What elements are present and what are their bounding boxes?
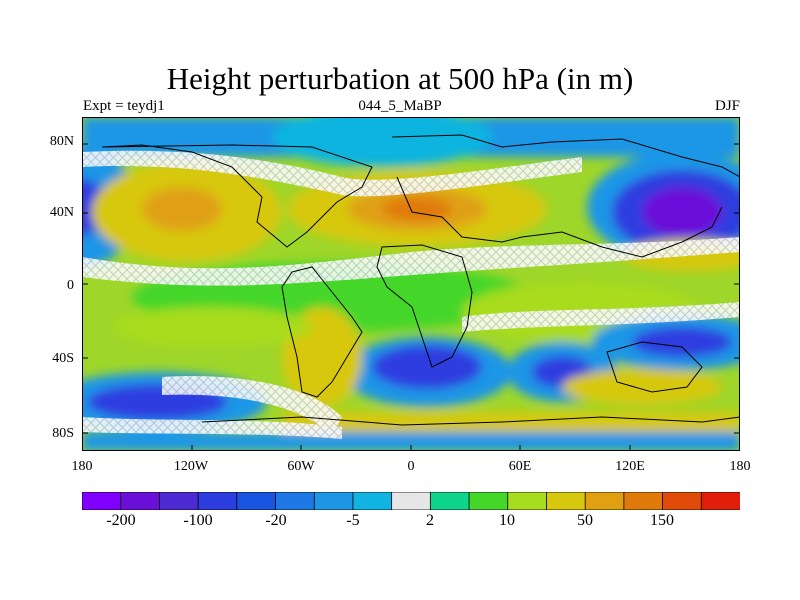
experiment-label: Expt = teydj1 bbox=[83, 98, 165, 114]
y-tick-label: 0 bbox=[67, 278, 74, 293]
x-tick-label: 60E bbox=[508, 459, 532, 474]
x-tick-label: 60W bbox=[287, 459, 315, 474]
near-zero-hatching bbox=[82, 150, 740, 439]
colorbar bbox=[82, 492, 740, 510]
x-tick-label: 0 bbox=[407, 459, 415, 474]
colorbar-swatch bbox=[352, 492, 393, 510]
colorbar-label: -5 bbox=[346, 512, 360, 529]
colorbar-swatch bbox=[120, 492, 161, 510]
field-fill bbox=[82, 117, 740, 451]
colorbar-swatch bbox=[275, 492, 316, 510]
x-tick-label: 180 bbox=[71, 459, 93, 474]
colorbar-swatch bbox=[82, 492, 122, 510]
colorbar-swatch bbox=[507, 492, 548, 510]
season-label: DJF bbox=[714, 98, 740, 114]
colorbar-label: -100 bbox=[183, 512, 213, 529]
colorbar-swatch bbox=[546, 492, 587, 510]
colorbar-label: 50 bbox=[577, 512, 593, 529]
y-ticks bbox=[82, 143, 740, 451]
colorbar-swatch bbox=[662, 492, 703, 510]
colorbar-label: 150 bbox=[650, 512, 674, 529]
colorbar-swatch bbox=[700, 492, 740, 510]
coastlines bbox=[101, 134, 740, 426]
colorbar-label: 10 bbox=[499, 512, 515, 529]
colorbar-swatch bbox=[236, 492, 277, 510]
x-tick-label: 180 bbox=[729, 459, 751, 474]
y-tick-label: 40S bbox=[52, 351, 74, 366]
colorbar-swatch bbox=[197, 492, 238, 510]
colorbar-swatch bbox=[468, 492, 509, 510]
colorbar-label: -20 bbox=[265, 512, 287, 529]
colorbar-swatches bbox=[82, 492, 740, 510]
colorbar-swatch bbox=[313, 492, 354, 510]
x-tick-label: 120W bbox=[173, 459, 209, 474]
y-tick-label: 80N bbox=[49, 134, 74, 149]
colorbar-swatch bbox=[429, 492, 470, 510]
period-label: 044_5_MaBP bbox=[358, 98, 442, 114]
plot-title: Height perturbation at 500 hPa (in m) bbox=[166, 61, 634, 96]
map-panel bbox=[82, 117, 740, 451]
colorbar-label: 2 bbox=[426, 512, 434, 529]
colorbar-swatch bbox=[623, 492, 664, 510]
colorbar-swatch bbox=[584, 492, 625, 510]
x-tick-label: 120E bbox=[615, 459, 645, 474]
y-tick-label: 40N bbox=[49, 205, 74, 220]
colorbar-swatch bbox=[159, 492, 200, 510]
colorbar-label: -200 bbox=[106, 512, 136, 529]
y-tick-label: 80S bbox=[52, 426, 74, 441]
colorbar-swatch bbox=[391, 492, 432, 510]
height-field-map bbox=[82, 117, 740, 451]
